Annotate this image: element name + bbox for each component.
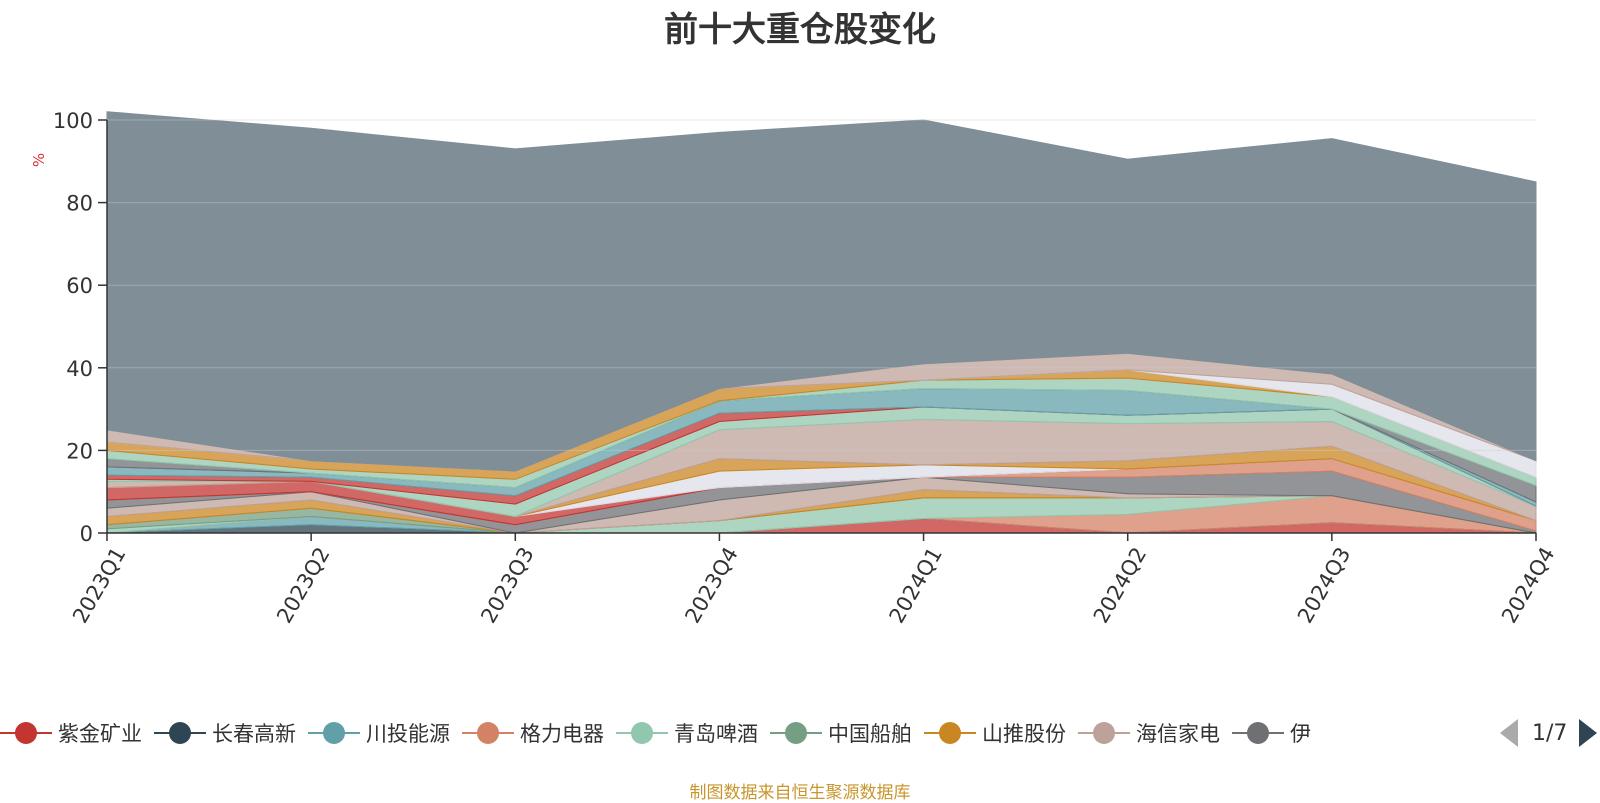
legend-label: 中国船舶 [828, 722, 912, 746]
legend-marker-icon [308, 721, 360, 745]
legend-label: 长春高新 [212, 722, 296, 746]
legend-label: 山推股份 [982, 722, 1066, 746]
legend-marker-icon [0, 721, 52, 745]
legend-pager: 1/7 [1494, 716, 1600, 750]
legend-marker-icon [1078, 721, 1130, 745]
legend-item[interactable]: 山推股份 [924, 716, 1066, 750]
chart-title: 前十大重仓股变化 [664, 10, 936, 50]
legend-label: 海信家电 [1136, 722, 1220, 746]
legend-item[interactable]: 青岛啤酒 [616, 716, 758, 750]
legend-page-indicator: 1/7 [1532, 720, 1568, 746]
y-tick-label: 40 [66, 357, 93, 381]
legend-label: 格力电器 [520, 722, 604, 746]
y-tick-label: 60 [66, 274, 93, 298]
legend-marker-icon [462, 721, 514, 745]
y-tick-label: 0 [80, 522, 93, 546]
legend-next-page-icon[interactable] [1579, 719, 1598, 747]
y-tick-label: 20 [66, 439, 93, 463]
legend: 紫金矿业 长春高新 川投能源 格力电器 青岛啤酒 中国船舶 山推股份 海信家电 伊 [0, 716, 1490, 750]
legend-item[interactable]: 格力电器 [462, 716, 604, 750]
y-tick-label: 100 [53, 109, 93, 133]
legend-marker-icon [616, 721, 668, 745]
legend-marker-icon [770, 721, 822, 745]
y-tick-label: 80 [66, 192, 93, 216]
legend-label: 紫金矿业 [58, 722, 142, 746]
legend-item[interactable]: 长春高新 [154, 716, 296, 750]
legend-item[interactable]: 伊 [1232, 716, 1311, 750]
legend-label: 青岛啤酒 [674, 722, 758, 746]
x-tick-label: 2023Q3 [476, 543, 538, 627]
legend-marker-icon [154, 721, 206, 745]
area-series [106, 111, 1537, 534]
legend-item[interactable]: 紫金矿业 [0, 716, 142, 750]
source-note: 制图数据来自恒生聚源数据库 [689, 783, 911, 803]
x-tick-label: 2023Q4 [680, 543, 742, 627]
grid-lines [107, 119, 1536, 451]
legend-label: 川投能源 [366, 722, 450, 746]
legend-marker-icon [1232, 721, 1284, 745]
x-tick-label: 2024Q4 [1497, 543, 1559, 627]
legend-item[interactable]: 中国船舶 [770, 716, 912, 750]
legend-item[interactable]: 海信家电 [1078, 716, 1220, 750]
legend-prev-page-icon[interactable] [1500, 719, 1518, 747]
x-tick-label: 2024Q2 [1089, 543, 1151, 627]
x-tick-label: 2024Q3 [1293, 543, 1355, 627]
x-tick-label: 2023Q1 [68, 543, 130, 627]
x-tick-label: 2023Q2 [272, 543, 334, 627]
x-tick-label: 2024Q1 [885, 543, 947, 627]
legend-label: 伊 [1290, 722, 1311, 746]
legend-item[interactable]: 川投能源 [308, 716, 450, 750]
area-其他 [106, 111, 1537, 472]
y-axis-label: % [30, 153, 48, 167]
legend-marker-icon [924, 721, 976, 745]
